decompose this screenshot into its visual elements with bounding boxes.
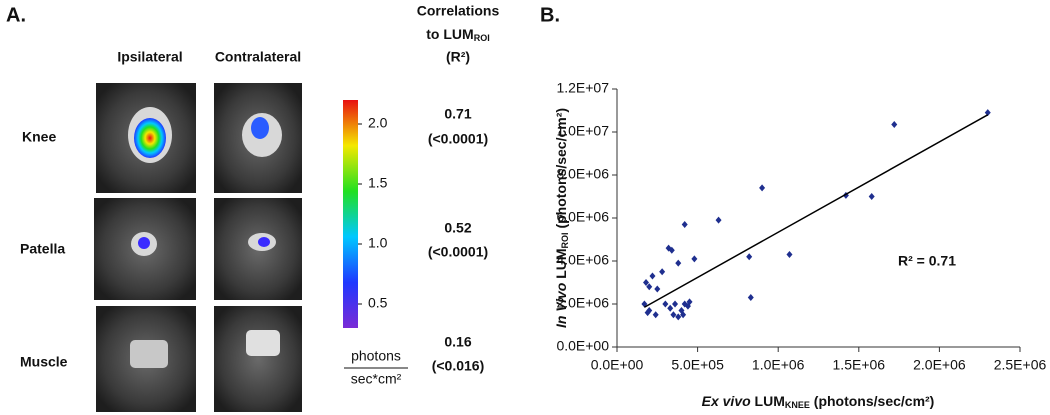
point xyxy=(984,109,991,117)
header: Correlations xyxy=(417,3,500,19)
x-tick-label: 5.0E+05 xyxy=(671,357,724,373)
p-value: (<0.016) xyxy=(432,358,485,374)
annotation: R² = 0.71 xyxy=(898,253,956,269)
plot: 0.0E+00 2.0E+06 4.0E+06 6.0E+06 8.0E+06 1.0E+… xyxy=(556,80,1046,373)
point xyxy=(672,300,679,308)
tissue xyxy=(130,340,168,368)
point xyxy=(649,272,656,280)
image xyxy=(214,306,302,412)
y-tick-label: 2.0E+06 xyxy=(556,295,609,311)
x-tick-label: 2.0E+06 xyxy=(913,357,966,373)
r2-value: 0.16 xyxy=(444,334,471,350)
point xyxy=(715,216,722,224)
label-part: Ex vivo xyxy=(702,393,751,409)
colorbar-unit: photons xyxy=(351,348,401,364)
row-label: Patella xyxy=(20,241,65,257)
colorbar-ticks: 0.5 1.0 1.5 2.0 xyxy=(358,115,388,311)
point xyxy=(786,251,793,259)
column-header: Contralateral xyxy=(215,49,301,65)
y-axis-label: In Vivo LUMROI (photons/sec/cm²) xyxy=(553,108,571,328)
tissue xyxy=(246,330,280,356)
signal xyxy=(134,118,166,158)
x-tick-label: 2.5E+06 xyxy=(994,357,1047,373)
header: to LUMROI xyxy=(426,26,489,44)
label-part: In Vivo xyxy=(553,282,569,328)
point xyxy=(746,253,753,261)
colorbar-unit: sec*cm² xyxy=(351,371,402,387)
point xyxy=(670,311,677,319)
label-part: (photons/sec/cm²) xyxy=(553,108,569,232)
point xyxy=(654,285,661,293)
x-tick-label: 1.5E+06 xyxy=(833,357,886,373)
y-tick-label: 6.0E+06 xyxy=(556,209,609,225)
point xyxy=(662,300,669,308)
panel-label: A. xyxy=(6,4,26,26)
point xyxy=(675,313,682,321)
point xyxy=(667,304,674,312)
colorbar-tick-label: 0.5 xyxy=(368,295,388,311)
colorbar-tick-label: 1.0 xyxy=(368,235,388,251)
colorbar-tick-label: 2.0 xyxy=(368,115,388,131)
colorbar-tick-label: 1.5 xyxy=(368,175,388,191)
p-value: (<0.0001) xyxy=(428,244,488,260)
y-tick-label: 1.2E+07 xyxy=(556,80,609,96)
row-label: Knee xyxy=(22,129,56,145)
y-tick-label: 1.0E+07 xyxy=(556,123,609,139)
tissue-images xyxy=(94,83,302,412)
point xyxy=(646,283,653,291)
point xyxy=(891,120,898,128)
label-part: LUM xyxy=(553,248,569,282)
signal xyxy=(251,117,269,139)
point xyxy=(652,311,659,319)
point xyxy=(680,311,687,319)
point xyxy=(691,255,698,263)
point xyxy=(675,259,682,267)
trend-line xyxy=(644,114,989,308)
point xyxy=(681,220,688,228)
header: (R²) xyxy=(446,49,470,65)
r2-value: 0.71 xyxy=(444,106,471,122)
point xyxy=(643,279,650,286)
point xyxy=(759,184,766,192)
label-part: LUM xyxy=(751,393,785,409)
point xyxy=(684,302,691,310)
point xyxy=(659,268,666,276)
p-value: (<0.0001) xyxy=(428,131,488,147)
column-header: Ipsilateral xyxy=(117,49,182,65)
y-tick-label: 0.0E+00 xyxy=(556,338,609,354)
r2-value: 0.52 xyxy=(444,220,471,236)
x-tick-label: 0.0E+00 xyxy=(591,357,644,373)
label-sub: KNEE xyxy=(785,400,810,410)
label-sub: ROI xyxy=(560,232,570,248)
x-axis-label: Ex vivo LUMKNEE (photons/sec/cm²) xyxy=(702,393,935,411)
row-label: Muscle xyxy=(20,354,68,370)
header-sub: ROI xyxy=(474,33,490,43)
header-text: to LUM xyxy=(426,26,473,42)
y-tick-label: 4.0E+06 xyxy=(556,252,609,268)
colorbar xyxy=(343,100,358,328)
panel-label: B. xyxy=(540,4,560,26)
signal xyxy=(138,237,150,249)
point xyxy=(644,309,651,317)
label-part: (photons/sec/cm²) xyxy=(810,393,934,409)
point xyxy=(747,294,754,302)
point xyxy=(868,193,875,200)
signal xyxy=(258,237,270,247)
x-tick-label: 1.0E+06 xyxy=(752,357,805,373)
point xyxy=(668,246,675,254)
y-tick-label: 8.0E+06 xyxy=(556,166,609,182)
